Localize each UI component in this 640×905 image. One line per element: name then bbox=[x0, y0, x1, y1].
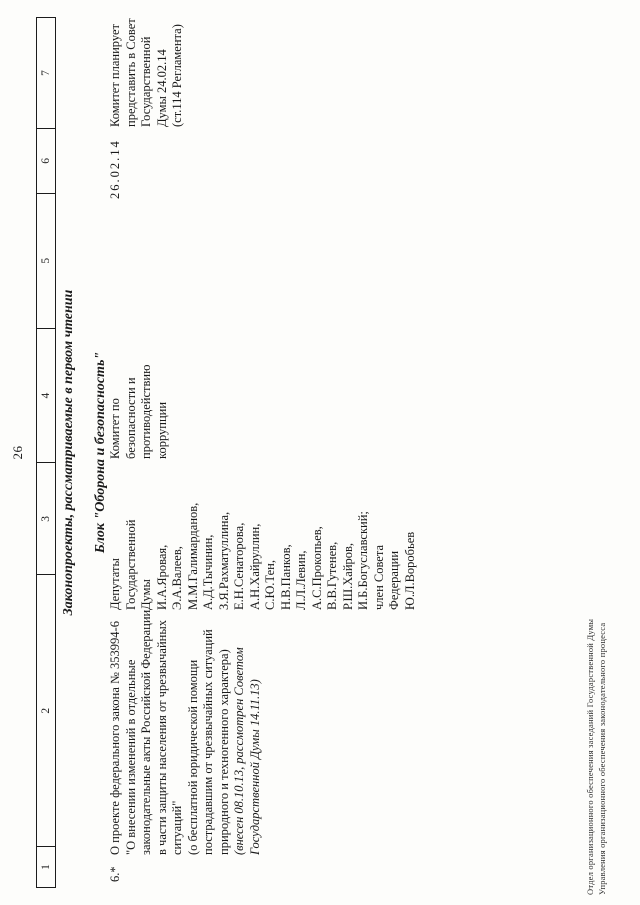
column-number-2: 2 bbox=[37, 574, 55, 847]
text-line: З.Я.Рахматуллина, bbox=[216, 511, 231, 610]
text-line: И.А.Яровая, bbox=[154, 544, 169, 610]
text-line: Государственной bbox=[139, 36, 153, 127]
text-line: Управления организационного обеспечения … bbox=[596, 622, 607, 895]
row-number: 6.* bbox=[108, 866, 122, 882]
text-line: Отдел организационного обеспечения засед… bbox=[585, 618, 595, 895]
section-title: Законопроекты, рассматриваемые в первом … bbox=[61, 289, 76, 616]
text-line: А.Д.Тычинин, bbox=[201, 534, 215, 610]
text-line: (о бесплатной юридической помощи bbox=[185, 659, 200, 855]
text-line: Думы 24.02.14 bbox=[154, 49, 169, 127]
responsible-committee: Комитет по безопасности и противодействию к… bbox=[108, 329, 170, 459]
text-line: Комитет по bbox=[108, 398, 122, 459]
table-header-row: 1 2 3 4 5 6 7 bbox=[36, 17, 56, 888]
bill-description: О проекте федерального закона № 353994-6… bbox=[108, 577, 263, 855]
text-line: Депутаты bbox=[108, 558, 122, 610]
text-line: В.В.Гутенев, bbox=[325, 541, 339, 610]
text-line: член Совета bbox=[371, 544, 386, 610]
text-line: безопасности и bbox=[123, 377, 138, 459]
page-number: 26 bbox=[10, 445, 25, 460]
text-line: С.Ю.Тен, bbox=[263, 560, 277, 610]
block-title: Блок "Оборона и безопасность" bbox=[93, 351, 108, 554]
text-line: М.М.Галимарданов, bbox=[185, 502, 200, 610]
text-line: Н.В.Панков, bbox=[278, 544, 293, 610]
text-line: (внесен 08.10.13, рассмотрен Советом bbox=[232, 647, 246, 855]
text-line: (ст.114 Регламента) bbox=[170, 24, 184, 127]
column-number-4: 4 bbox=[37, 327, 55, 463]
text-line: законодательные акты Российской Федераци… bbox=[139, 609, 153, 855]
column-number-6: 6 bbox=[37, 127, 55, 193]
text-line: А.Н.Хайруллин, bbox=[247, 523, 262, 610]
text-line: Думы bbox=[139, 579, 153, 610]
column-number-1: 1 bbox=[37, 846, 55, 887]
text-line: А.С.Прокопьев, bbox=[309, 526, 324, 610]
text-line: природного и техногенного характера) bbox=[216, 649, 231, 855]
text-line: О проекте федерального закона № 353994-6 bbox=[108, 621, 122, 855]
text-line: Е.Н.Сенаторова, bbox=[232, 522, 246, 610]
text-line: Э.А.Валеев, bbox=[170, 546, 184, 610]
text-line: Федерации bbox=[387, 550, 401, 610]
text-line: представить в Совет bbox=[123, 18, 138, 127]
text-line: Л.Л.Левин, bbox=[294, 550, 308, 610]
review-date: 26.02.14 bbox=[108, 139, 122, 199]
text-line: ситуаций" bbox=[170, 800, 184, 855]
text-line: "О внесении изменений в отдельные bbox=[123, 659, 138, 855]
text-line: Государственной Думы 14.11.13) bbox=[247, 679, 262, 855]
text-line: Государственной bbox=[123, 519, 138, 610]
text-line: противодействию bbox=[139, 364, 153, 459]
column-number-7: 7 bbox=[40, 70, 52, 76]
committee-plan: Комитет планирует представить в Совет Госу… bbox=[108, 15, 186, 127]
footer-note: Отдел организационного обеспечения засед… bbox=[585, 619, 608, 895]
text-line: И.Б.Богуславский; bbox=[356, 511, 370, 610]
text-line: пострадавшим от чрезвычайных ситуаций bbox=[201, 629, 215, 855]
text-line: Комитет планирует bbox=[108, 24, 122, 127]
text-line: Ю.Л.Воробьев bbox=[402, 531, 417, 610]
bill-initiators: Депутаты Государственной Думы И.А.Яровая, Э.… bbox=[108, 464, 418, 610]
text-line: коррупции bbox=[154, 401, 169, 459]
text-line: Р.Ш.Хайров, bbox=[340, 542, 355, 610]
column-number-3: 3 bbox=[37, 462, 55, 575]
column-number-5: 5 bbox=[37, 192, 55, 328]
text-line: в части защиты населения от чрезвычайных bbox=[154, 619, 169, 855]
